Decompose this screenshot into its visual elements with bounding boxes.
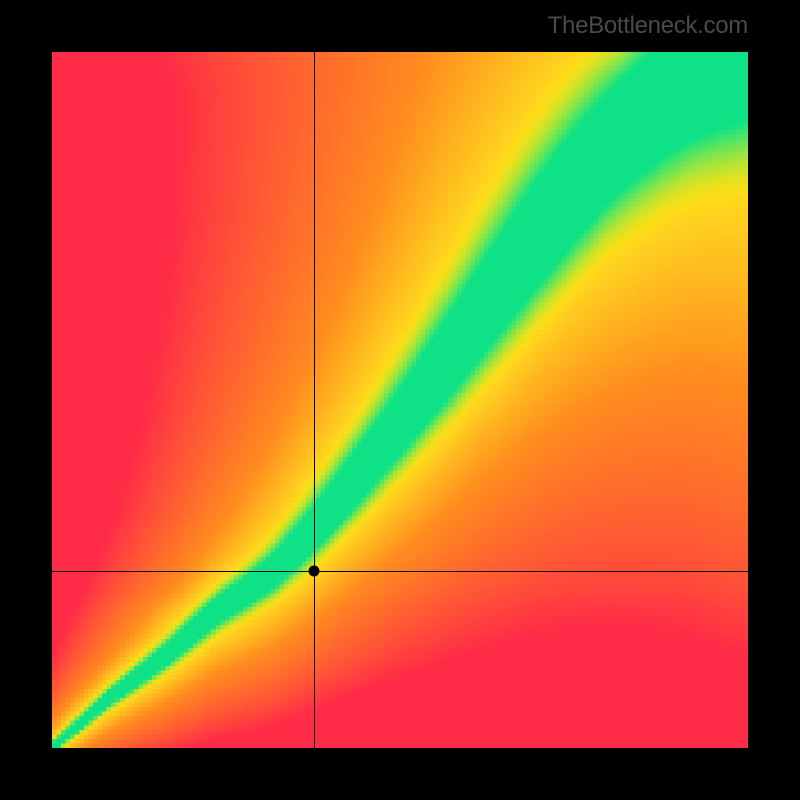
- plot-area: [52, 52, 748, 748]
- chart-frame: TheBottleneck.com: [0, 0, 800, 800]
- attribution-text: TheBottleneck.com: [548, 12, 748, 40]
- heatmap-canvas: [52, 52, 748, 748]
- data-point-marker: [309, 565, 320, 576]
- crosshair-horizontal: [52, 571, 748, 572]
- crosshair-vertical: [314, 52, 315, 748]
